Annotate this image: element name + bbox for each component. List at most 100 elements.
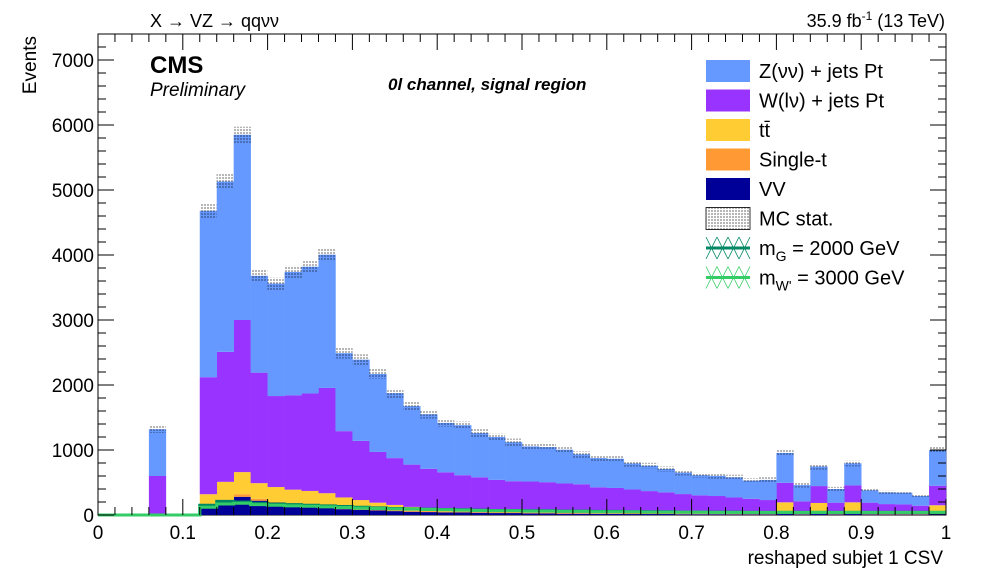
bar-wln-19 <box>420 468 438 508</box>
x-axis-title: reshaped subjet 1 CSV <box>748 548 944 569</box>
bar-wln-26 <box>538 482 557 511</box>
bar-vv-41 <box>793 514 811 515</box>
bar-znn-49 <box>929 450 947 486</box>
legend-swatch-wln <box>706 89 750 112</box>
bar-vv-19 <box>420 512 438 515</box>
bar-znn-18 <box>403 406 421 465</box>
bar-wln-25 <box>522 481 540 511</box>
bar-vv-26 <box>538 513 557 515</box>
mc-stat-46 <box>878 490 896 495</box>
bar-vv-20 <box>437 512 455 515</box>
bar-single_t-24 <box>505 512 523 514</box>
bar-ttbar-6 <box>199 494 218 506</box>
lumi-value: 35.9 fb <box>807 11 862 31</box>
mc-stat-42 <box>810 463 828 470</box>
y-tick-label-6: 6000 <box>52 116 94 137</box>
bar-single_t-8 <box>233 494 251 497</box>
bar-znn-34 <box>674 472 692 495</box>
legend: Z(νν) + jets Pt W(lν) + jets Pt tt̄ Single-… <box>705 60 905 294</box>
bar-wln-41 <box>793 501 811 514</box>
legend-swatch-signal_g <box>705 236 751 260</box>
y-tick-label-5: 5000 <box>52 181 94 202</box>
mc-stat-28 <box>572 451 590 458</box>
bar-znn-25 <box>522 446 540 482</box>
legend-label-signal_w: mW' = 3000 GeV <box>759 268 905 294</box>
bar-wln-20 <box>437 472 455 509</box>
bar-single_t-18 <box>403 510 421 512</box>
x-tick-label-9: 0.9 <box>848 523 874 544</box>
bar-vv-8 <box>233 496 251 515</box>
mc-stat-27 <box>555 446 573 453</box>
mc-stat-20 <box>437 418 455 427</box>
bar-znn-44 <box>844 463 862 486</box>
bar-wln-6 <box>199 377 218 495</box>
bar-wln-23 <box>488 479 506 511</box>
mc-stat-41 <box>793 482 811 488</box>
bar-vv-43 <box>827 514 845 515</box>
mc-stat-34 <box>674 469 692 476</box>
bar-vv-39 <box>759 514 777 515</box>
mc-stat-30 <box>606 455 624 462</box>
bar-vv-28 <box>572 513 591 515</box>
bar-wln-43 <box>827 502 845 514</box>
bar-znn-8 <box>233 134 251 320</box>
bar-vv-22 <box>471 512 489 515</box>
mc-stat-6 <box>199 203 217 218</box>
mc-stat-39 <box>759 477 777 483</box>
bar-wln-27 <box>555 483 574 512</box>
bar-wln-29 <box>589 487 608 513</box>
y-tick-label-7: 7000 <box>52 51 94 72</box>
bar-wln-37 <box>725 497 743 514</box>
bar-znn-10 <box>267 283 285 397</box>
bar-vv-48 <box>912 514 930 515</box>
mc-stat-37 <box>725 474 743 480</box>
legend-swatch-single_t <box>706 148 750 171</box>
bar-znn-23 <box>488 437 506 480</box>
bar-ttbar-10 <box>267 487 285 502</box>
bar-vv-14 <box>335 509 353 515</box>
bar-vv-46 <box>878 514 896 515</box>
mc-stat-24 <box>505 438 522 446</box>
bar-wln-45 <box>861 502 879 514</box>
legend-label-ttbar: tt̄ <box>759 120 771 142</box>
x-tick-label-6: 0.6 <box>594 523 620 544</box>
bar-wln-39 <box>759 500 777 514</box>
process-label: X → VZ → qqνν <box>150 11 279 31</box>
bar-znn-33 <box>657 468 675 493</box>
bar-vv-10 <box>267 503 285 515</box>
bar-znn-22 <box>471 433 489 478</box>
bar-single_t-23 <box>488 512 506 514</box>
mc-stat-36 <box>708 473 726 479</box>
mc-stat-23 <box>488 433 506 441</box>
bar-wln-10 <box>267 396 285 488</box>
bar-znn-21 <box>454 425 472 476</box>
mc-stat-13 <box>318 248 336 262</box>
channel-label: 0l channel, signal region <box>388 75 586 94</box>
legend-swatch-vv <box>706 178 750 200</box>
bar-wln-42 <box>810 486 828 503</box>
bar-ttbar-49 <box>929 505 947 514</box>
bar-znn-3 <box>148 429 167 476</box>
mc-stat-48 <box>912 494 930 498</box>
mc-stat-8 <box>233 126 251 143</box>
bar-znn-7 <box>216 181 234 352</box>
bar-znn-41 <box>793 485 811 502</box>
mc-stat-35 <box>691 472 709 478</box>
axes: 0 0.1 0.2 0.3 0.4 0.5 0.6 0.7 0.8 0.9 1 0 1000 2000 30… <box>52 34 951 544</box>
bar-znn-20 <box>437 422 455 473</box>
bar-znn-32 <box>640 465 658 492</box>
bar-znn-28 <box>572 454 591 485</box>
bar-single_t-17 <box>386 510 404 512</box>
bar-vv-18 <box>403 511 421 515</box>
bar-znn-42 <box>810 466 828 487</box>
bar-wln-30 <box>606 487 625 513</box>
mc-stat-29 <box>589 454 607 462</box>
bar-znn-48 <box>912 495 930 506</box>
mc-stat-25 <box>522 443 539 450</box>
bar-znn-30 <box>606 458 625 488</box>
bar-vv-25 <box>522 513 540 515</box>
bar-vv-40 <box>776 514 794 515</box>
bar-wln-34 <box>674 494 692 513</box>
cms-label: CMS <box>150 52 203 79</box>
bar-ttbar-7 <box>216 481 234 501</box>
